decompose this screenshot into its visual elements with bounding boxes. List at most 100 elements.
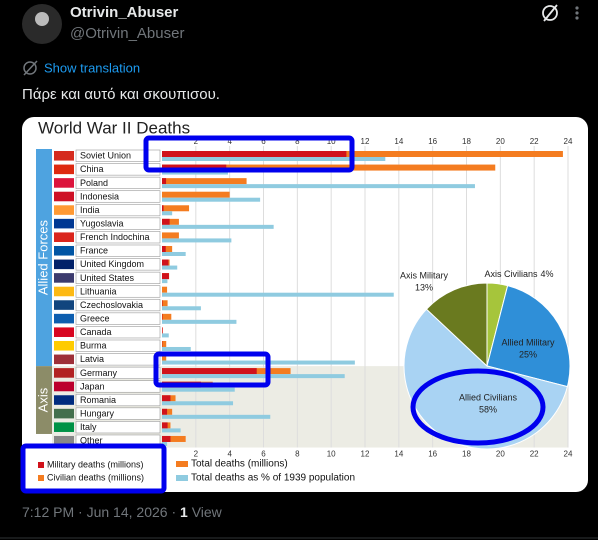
category-box [75,244,161,257]
view-count: 1 [180,504,188,520]
bar [162,327,163,334]
category-box [75,353,161,366]
tweet-text: Πάρε και αυτό και σκουπισου. [22,86,220,103]
pie-value-label: 4% [541,269,554,279]
category-box [75,407,161,420]
category-label: United States [80,273,135,283]
bar [162,286,168,293]
user-name[interactable]: Otrivin_Abuser [70,4,179,21]
annotation-box [153,351,271,388]
bar [162,422,168,429]
legend-swatch [38,475,44,481]
bar [162,245,166,252]
category-label: China [80,164,104,174]
x-tick-label: 4 [227,137,232,146]
avatar-figure [35,12,49,26]
flag [54,245,74,256]
tweet-meta: 7:12 PM · Jun 14, 2026 · 1 View [22,504,223,520]
x-tick-label: 16 [428,450,437,459]
x-tick-label: 10 [327,450,336,459]
bar [162,374,345,379]
x-tick-label: 16 [428,137,437,146]
annotation-ellipse [410,368,546,446]
category-label: United Kingdom [80,259,144,269]
bar [162,401,234,406]
pie-value-label: 58% [479,404,497,414]
x-tick-label: 2 [194,450,199,459]
show-translation[interactable]: Show translation [44,60,140,75]
bar [162,387,235,392]
bar [162,151,563,157]
category-box [75,298,161,312]
x-tick-label: 6 [261,450,266,459]
flag [54,340,74,351]
category-label: Germany [80,368,118,378]
bar [162,178,167,185]
flag [54,368,74,378]
x-tick-label: 18 [462,137,471,146]
more-icon[interactable] [575,6,579,20]
flag [54,273,74,283]
category-label: Czechoslovakia [80,300,143,310]
bar [162,205,164,212]
chart-title: World War II Deaths [38,118,190,137]
bar [162,306,201,311]
legend-label: Military deaths (millions) [47,459,144,469]
flag [54,218,74,229]
legend-swatch [176,475,188,481]
bar [162,414,271,419]
bar [162,170,228,175]
bar [162,245,173,252]
bar [162,313,172,320]
grok-icon[interactable] [542,4,558,22]
bar [162,224,274,229]
legend-label: Total deaths as % of 1939 population [191,473,355,484]
category-label: French Indochina [80,232,150,242]
flag [54,164,74,175]
x-tick-label: 2 [194,137,199,146]
category-label: Latvia [80,354,104,364]
flag [54,232,74,242]
user-handle[interactable]: @Otrivin_Abuser [70,25,184,42]
bar [162,360,355,365]
bar [162,279,168,284]
pie-slice [425,282,488,368]
pie-label-name: Allied Military [501,337,555,347]
flag [54,435,74,446]
flag [54,422,74,432]
category-box [75,312,161,325]
category-label: Greece [80,314,110,324]
x-tick-label: 14 [394,450,403,459]
x-tick-label: 12 [361,137,370,146]
flag [54,191,74,202]
bar [162,441,168,446]
category-label: Italy [80,422,97,432]
bar [162,191,230,198]
category-label: Soviet Union [80,151,131,161]
category-box [75,326,161,339]
legend-swatch [38,462,44,468]
flag [54,151,74,161]
tweet-date: Jun 14, 2026 [87,504,168,520]
x-tick-label: 14 [394,137,403,146]
bar [162,354,167,361]
category-label: Burma [80,341,107,351]
group-band [36,366,52,434]
bar [162,205,190,212]
bar [162,428,181,433]
bar [162,313,163,320]
category-label: Romania [80,395,116,405]
flag [54,205,74,215]
x-tick-label: 8 [295,450,300,459]
group-band [36,149,52,367]
x-tick-label: 6 [261,137,266,146]
category-box [75,203,161,217]
bar [162,197,261,202]
category-label: France [80,246,108,256]
bar [162,333,169,338]
x-tick-label: 8 [295,137,300,146]
flag [54,408,74,419]
bar [162,300,168,307]
tweet-time: 7:12 PM [22,504,74,520]
